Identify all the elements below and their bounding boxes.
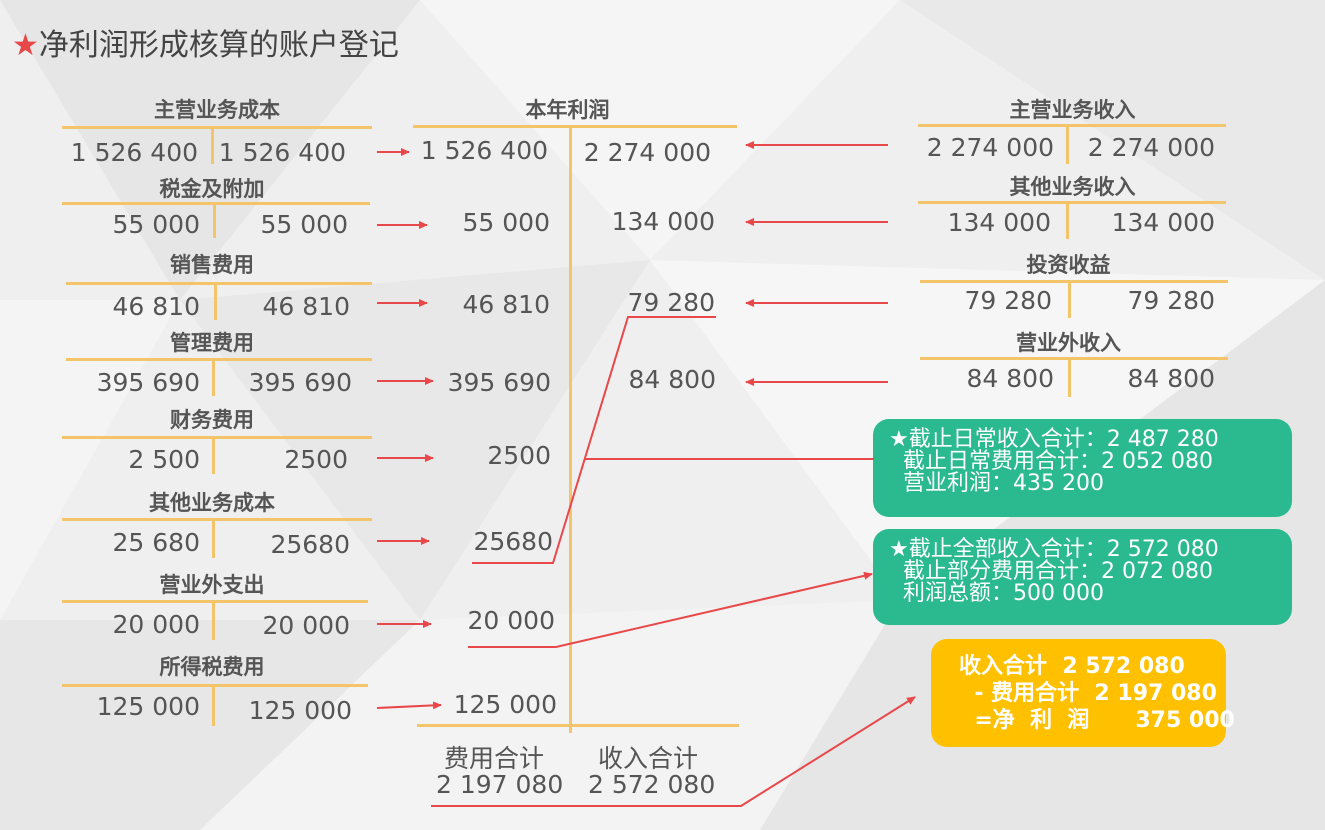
page-title: ★净利润形成核算的账户登记 [12, 20, 399, 64]
account-name-tax-surcharge: 税金及附加 [159, 177, 265, 201]
net-profit-box: 收入合计 2 572 080 - 费用合计 2 197 080 =净 利 润 3… [931, 639, 1235, 747]
profit-debit-value: 20 000 [467, 606, 555, 635]
box-line: ★截止日常收入合计：2 487 280 [889, 427, 1219, 452]
profit-debit-value: 2500 [487, 441, 551, 470]
box-line: 截止部分费用合计：2 072 080 [889, 559, 1213, 584]
profit-debit-value: 125 000 [453, 690, 557, 719]
left-credit-value: 55 000 [260, 210, 348, 239]
t-account-divider [1068, 280, 1071, 318]
t-account-line [62, 600, 368, 603]
profit-debit-value: 55 000 [462, 208, 550, 237]
account-name-nonoperating-expense: 营业外支出 [159, 573, 265, 597]
t-account-divider [1068, 357, 1071, 397]
profit-debit-value: 25680 [473, 527, 553, 556]
total-expense-label: 费用合计 [444, 744, 545, 773]
left-debit-value: 1 526 400 [70, 138, 198, 167]
profit-credit-value: 2 274 000 [583, 138, 711, 167]
left-credit-value: 20 000 [262, 611, 350, 640]
right-debit-value: 134 000 [947, 208, 1051, 237]
left-debit-value: 125 000 [96, 692, 200, 721]
operating-profit-box: ★截止日常收入合计：2 487 280 截止日常费用合计：2 052 080 营… [873, 419, 1292, 517]
left-debit-value: 46 810 [112, 292, 200, 321]
t-account-divider [569, 125, 572, 733]
account-name-selling-expense: 销售费用 [170, 253, 254, 277]
right-credit-value: 134 000 [1111, 208, 1215, 237]
t-account-line [62, 518, 372, 521]
profit-debit-value: 395 690 [447, 368, 551, 397]
right-credit-value: 84 800 [1127, 364, 1215, 393]
account-name-main-revenue: 主营业务收入 [1009, 98, 1136, 122]
account-name-annual-profit: 本年利润 [525, 98, 610, 122]
left-debit-value: 395 690 [96, 368, 200, 397]
left-debit-value: 2 500 [128, 445, 200, 474]
t-account-divider [212, 358, 215, 396]
profit-credit-value: 84 800 [628, 365, 716, 394]
right-debit-value: 2 274 000 [926, 133, 1054, 162]
left-debit-value: 55 000 [112, 210, 200, 239]
t-account-divider [212, 600, 215, 640]
star-icon: ★ [12, 28, 39, 63]
left-credit-value: 25680 [270, 530, 350, 559]
total-income-value: 2 572 080 [588, 770, 716, 799]
right-credit-value: 79 280 [1127, 286, 1215, 315]
t-account-line [918, 201, 1226, 204]
t-account-line [918, 124, 1226, 127]
t-account-divider [212, 684, 215, 726]
page-title-text: 净利润形成核算的账户登记 [38, 28, 399, 63]
t-account-divider [212, 518, 215, 558]
t-account-line [62, 436, 372, 439]
box-line: 截止日常费用合计：2 052 080 [889, 449, 1213, 474]
left-debit-value: 20 000 [112, 610, 200, 639]
t-account-line [920, 357, 1228, 360]
t-account-bottom-line [417, 724, 739, 727]
t-account-divider [212, 436, 215, 474]
t-account-line [66, 358, 372, 361]
account-name-investment-income: 投资收益 [1026, 253, 1111, 277]
t-account-line [66, 282, 372, 285]
total-expense-value: 2 197 080 [436, 770, 564, 799]
left-credit-value: 2500 [284, 445, 348, 474]
account-name-admin-expense: 管理费用 [170, 331, 254, 355]
t-account-divider [211, 126, 214, 164]
t-account-line [62, 126, 372, 129]
t-account-line [62, 202, 370, 205]
t-account-line [920, 280, 1228, 283]
left-credit-value: 125 000 [248, 696, 352, 725]
box-line: ★截止全部收入合计：2 572 080 [889, 537, 1219, 562]
right-credit-value: 2 274 000 [1087, 133, 1215, 162]
box-line: 营业利润：435 200 [889, 471, 1104, 496]
t-account-divider [213, 202, 216, 238]
left-debit-value: 25 680 [112, 528, 200, 557]
account-name-other-cost: 其他业务成本 [149, 491, 275, 515]
right-debit-value: 84 800 [966, 364, 1054, 393]
box-line: 收入合计 2 572 080 [959, 654, 1185, 679]
profit-debit-value: 46 810 [462, 290, 550, 319]
t-account-line [413, 125, 737, 128]
box-line: 利润总额：500 000 [889, 581, 1104, 606]
total-income-label: 收入合计 [598, 744, 699, 773]
left-credit-value: 395 690 [248, 368, 352, 397]
account-name-other-revenue: 其他业务收入 [1009, 175, 1136, 199]
t-account-divider [1066, 124, 1069, 164]
t-account-line [62, 684, 368, 687]
profit-debit-value: 1 526 400 [420, 136, 548, 165]
left-credit-value: 46 810 [262, 292, 350, 321]
account-name-income-tax: 所得税费用 [159, 655, 265, 679]
left-credit-value: 1 526 400 [218, 138, 346, 167]
t-account-divider [214, 282, 217, 320]
right-debit-value: 79 280 [964, 286, 1052, 315]
account-name-nonoperating-income: 营业外收入 [1016, 331, 1121, 355]
account-name-main-cost: 主营业务成本 [154, 98, 280, 122]
t-account-divider [1066, 201, 1069, 239]
profit-credit-value: 79 280 [627, 288, 715, 317]
profit-credit-value: 134 000 [611, 207, 715, 236]
total-profit-box: ★截止全部收入合计：2 572 080 截止部分费用合计：2 072 080 利… [873, 529, 1292, 625]
account-name-finance-expense: 财务费用 [170, 408, 254, 432]
